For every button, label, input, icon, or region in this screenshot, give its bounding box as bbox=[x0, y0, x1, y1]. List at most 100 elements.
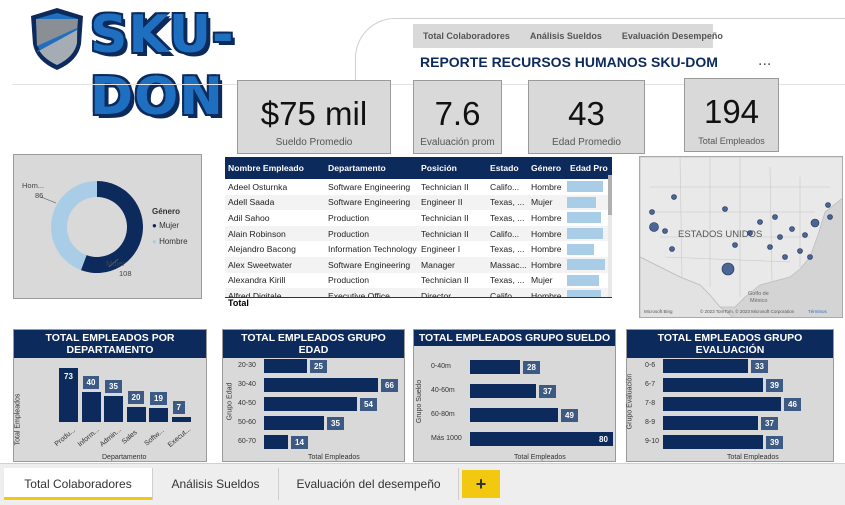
map-location-marker[interactable] bbox=[802, 232, 808, 238]
age-databar bbox=[567, 181, 603, 193]
column-header[interactable]: Estado bbox=[487, 157, 528, 179]
column-header[interactable]: Posición bbox=[418, 157, 487, 179]
map-location-marker[interactable] bbox=[649, 222, 659, 232]
chart-title: TOTAL EMPLEADOS GRUPO SUELDO bbox=[414, 330, 615, 346]
tab-total-colaboradores[interactable]: Total Colaboradores bbox=[4, 468, 153, 500]
table-row[interactable]: Alexandra Kirill Production Technician II T… bbox=[225, 272, 612, 289]
bar[interactable] bbox=[470, 384, 536, 398]
donut-slice-mujer[interactable] bbox=[80, 181, 143, 273]
bar[interactable] bbox=[264, 359, 307, 373]
table-cell-state: Califo... bbox=[487, 179, 528, 195]
map-location-marker[interactable] bbox=[722, 206, 728, 212]
map-location-marker[interactable] bbox=[721, 262, 735, 276]
data-label: 37 bbox=[539, 385, 556, 398]
map-location-marker[interactable] bbox=[807, 254, 813, 260]
map-location-marker[interactable] bbox=[732, 242, 738, 248]
map-location-marker[interactable] bbox=[662, 228, 668, 234]
data-label: 37 bbox=[761, 417, 778, 430]
bar[interactable] bbox=[104, 396, 123, 422]
map-location-marker[interactable] bbox=[782, 254, 788, 260]
map-location-marker[interactable] bbox=[767, 244, 773, 250]
map-location-marker[interactable] bbox=[757, 219, 763, 225]
bar[interactable] bbox=[470, 408, 558, 422]
column-header[interactable]: Género bbox=[528, 157, 567, 179]
kpi-label: Sueldo Promedio bbox=[275, 137, 353, 148]
donut-label-hombre: Hom... bbox=[22, 181, 45, 190]
data-label: 20 bbox=[127, 391, 145, 404]
employee-map[interactable]: ESTADOS UNIDOS Golfo de México Microsoft… bbox=[639, 156, 843, 318]
bar[interactable] bbox=[470, 360, 520, 374]
legend-item-hombre[interactable]: ● Hombre bbox=[152, 237, 188, 246]
bar[interactable] bbox=[663, 378, 763, 392]
map-location-marker[interactable] bbox=[810, 218, 820, 228]
map-location-marker[interactable] bbox=[671, 194, 677, 200]
table-row[interactable]: Adil Sahoo Production Technician II Texas, … bbox=[225, 210, 612, 226]
gender-donut-chart[interactable] bbox=[14, 155, 200, 297]
bar[interactable] bbox=[171, 417, 191, 422]
map-location-marker[interactable] bbox=[777, 234, 783, 240]
bar[interactable] bbox=[264, 397, 357, 411]
kpi-total-empleados: 194 Total Empleados bbox=[684, 78, 779, 152]
age-databar bbox=[567, 228, 603, 240]
bar[interactable] bbox=[264, 435, 288, 449]
table-row[interactable]: Adell Saada Software Engineering Engineer … bbox=[225, 194, 612, 211]
table-row[interactable]: Adeel Osturnka Software Engineering Techni… bbox=[225, 179, 612, 195]
donut-slice-hombre[interactable] bbox=[50, 181, 97, 271]
bar[interactable] bbox=[264, 416, 324, 430]
nav-analisis-sueldos[interactable]: Análisis Sueldos bbox=[529, 31, 602, 41]
employee-table[interactable]: Nombre Empleado Departamento Posición Es… bbox=[225, 157, 612, 311]
table-row[interactable]: Alex Sweetwater Software Engineering Manag… bbox=[225, 256, 612, 273]
map-location-marker[interactable] bbox=[747, 230, 753, 236]
bar[interactable] bbox=[663, 359, 748, 373]
legend-item-mujer[interactable]: ● Mujer bbox=[152, 221, 179, 230]
more-options-icon[interactable]: ... bbox=[758, 52, 772, 69]
y-tick-label: 60-80m bbox=[431, 411, 455, 418]
bar[interactable] bbox=[663, 397, 781, 411]
table-cell-gender: Mujer bbox=[528, 272, 567, 289]
map-location-marker[interactable] bbox=[669, 246, 675, 252]
table-cell-dept: Production bbox=[325, 272, 418, 289]
bar[interactable] bbox=[264, 378, 378, 392]
map-terms-link[interactable]: Términos bbox=[808, 309, 828, 314]
table-cell-pos: Engineer I bbox=[418, 241, 487, 257]
bar[interactable] bbox=[149, 408, 168, 422]
bar[interactable] bbox=[663, 416, 758, 430]
table-cell-dept: Software Engineering bbox=[325, 179, 418, 195]
add-page-button[interactable]: + bbox=[462, 470, 500, 498]
nav-total-colaboradores[interactable]: Total Colaboradores bbox=[423, 31, 510, 41]
map-location-marker[interactable] bbox=[827, 214, 833, 220]
data-label: 35 bbox=[327, 417, 344, 430]
nav-evaluacion-desempeno[interactable]: Evaluación Desempeño bbox=[621, 31, 723, 41]
map-location-marker[interactable] bbox=[789, 226, 795, 232]
map-location-marker[interactable] bbox=[649, 209, 655, 215]
bar[interactable] bbox=[126, 407, 146, 422]
column-header[interactable]: Nombre Empleado bbox=[225, 157, 325, 179]
y-tick-label: 20-30 bbox=[238, 362, 256, 369]
logo-text: SKU-DON bbox=[90, 5, 235, 127]
x-axis-label: Total Empleados bbox=[514, 454, 566, 461]
table-cell-name: Alex Sweetwater bbox=[225, 256, 325, 273]
table-cell-state: Texas, ... bbox=[487, 194, 528, 211]
map-location-marker[interactable] bbox=[772, 214, 778, 220]
chart-title: TOTAL EMPLEADOS GRUPO EDAD bbox=[223, 330, 404, 358]
legend-text: Hombre bbox=[159, 237, 188, 246]
table-row[interactable]: Alejandro Bacong Information Technology En… bbox=[225, 241, 612, 257]
x-axis-label: Total Empleados bbox=[308, 454, 360, 461]
table-cell-pos: Technician II bbox=[418, 272, 487, 289]
table-cell-dept: Production bbox=[325, 210, 418, 226]
table-scrollbar[interactable] bbox=[608, 175, 612, 297]
table-cell-age-bar bbox=[567, 210, 612, 226]
map-gulf-label: Golfo de bbox=[748, 291, 769, 297]
age-databar bbox=[567, 212, 601, 224]
bar[interactable] bbox=[663, 435, 763, 449]
column-header[interactable]: Edad Pro bbox=[567, 157, 612, 179]
tab-evaluacion-desempeno[interactable]: Evaluación del desempeño bbox=[279, 468, 459, 500]
table-row[interactable]: Alain Robinson Production Technician II Cal… bbox=[225, 225, 612, 242]
map-location-marker[interactable] bbox=[825, 202, 831, 208]
map-location-marker[interactable] bbox=[797, 248, 803, 254]
column-header[interactable]: Departamento bbox=[325, 157, 418, 179]
tab-analisis-sueldos[interactable]: Análisis Sueldos bbox=[153, 468, 279, 500]
bar[interactable] bbox=[81, 392, 101, 422]
y-tick-label: 60-70 bbox=[238, 438, 256, 445]
bar[interactable] bbox=[470, 432, 613, 446]
